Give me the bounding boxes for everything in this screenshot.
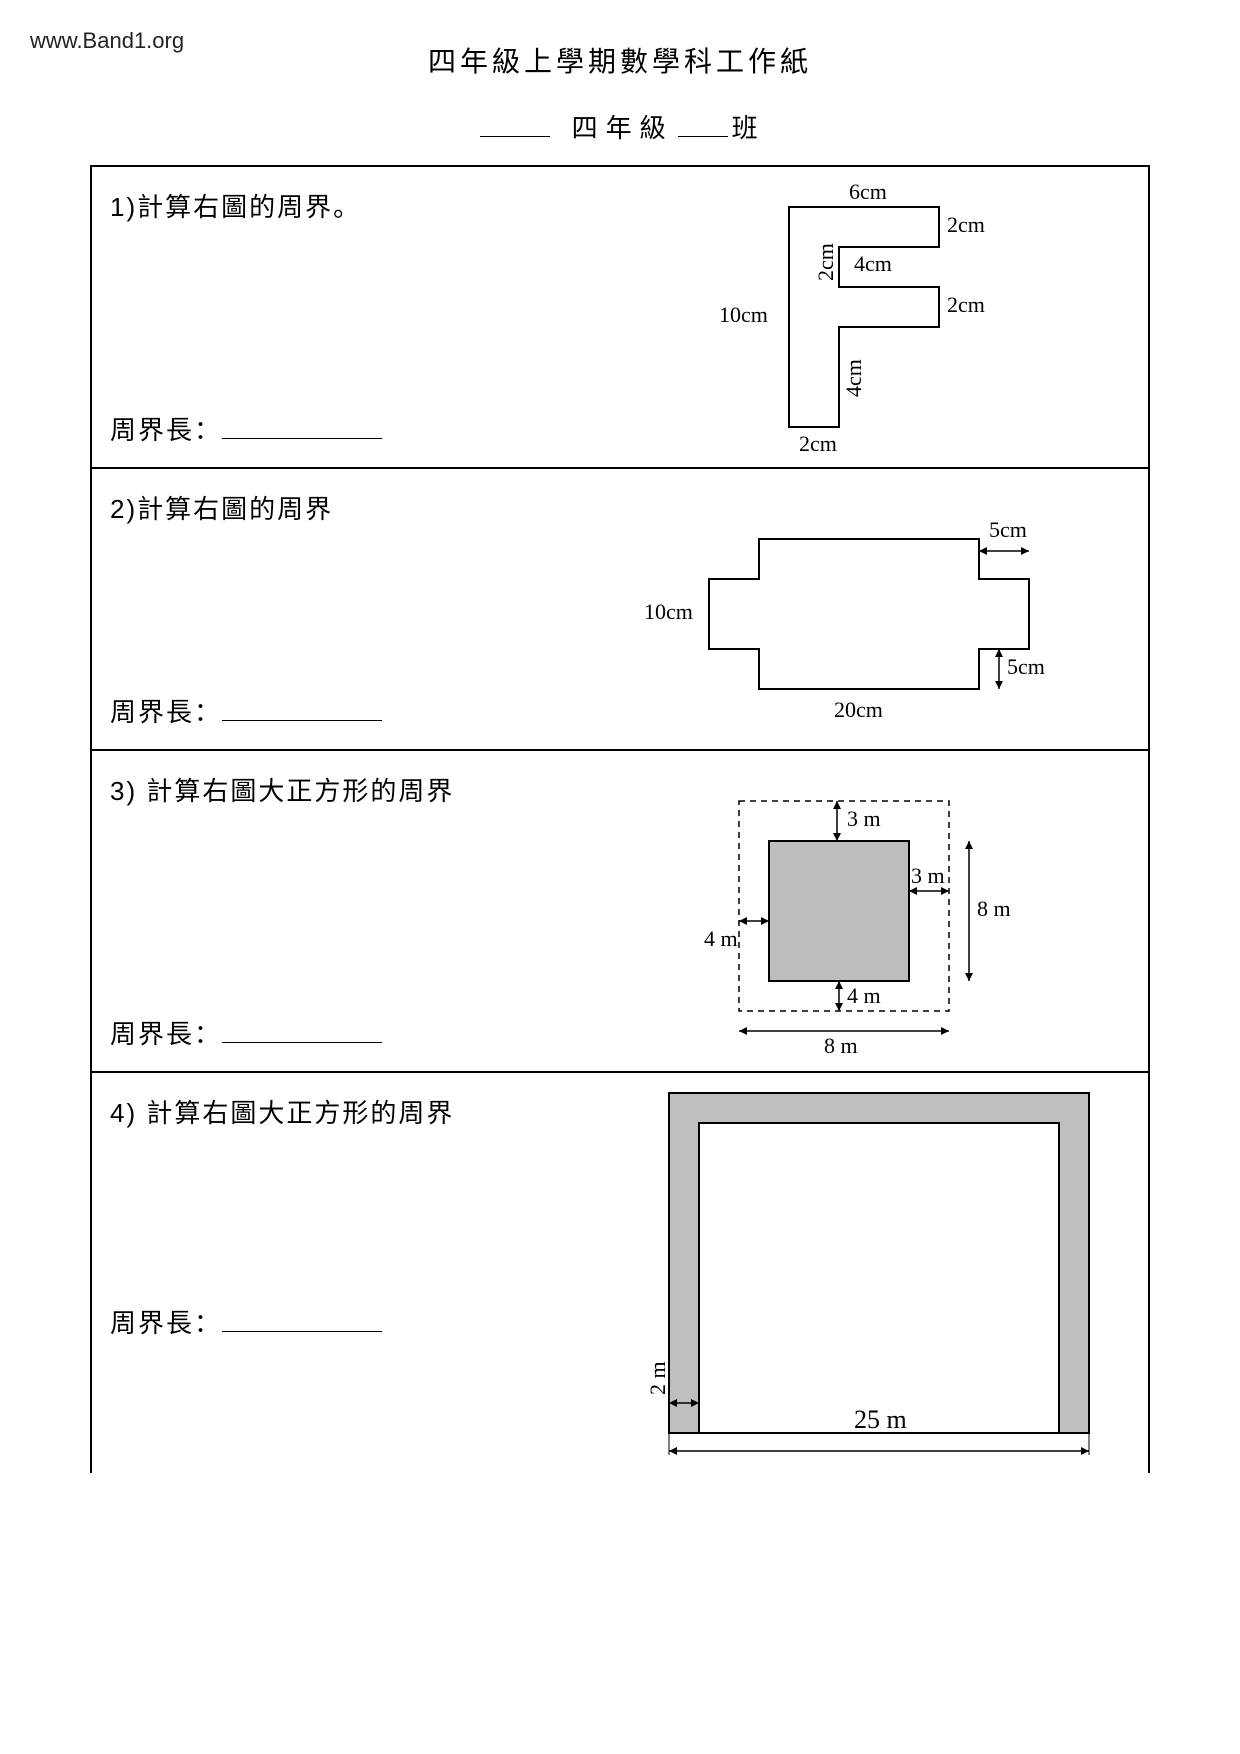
figure-3: 3 m 3 m 8 m 4 m [609,761,1129,1061]
fig2-bottom: 20cm [834,697,883,722]
q3-answer-line: 周界長： [110,1014,581,1051]
fig2-tr: 5cm [989,517,1027,542]
fig4-width: 25 m [854,1405,907,1434]
fig3-outer-right: 8 m [977,896,1011,921]
fig1-bottom: 2cm [799,431,837,456]
fig3-top-gap: 3 m [847,806,881,831]
fig2-br: 5cm [1007,654,1045,679]
grade-label-post: 班 [732,113,766,143]
question-row-3: 3) 計算右圖大正方形的周界 周界長： 3 m [92,751,1148,1073]
fig1-notch-v: 2cm [813,243,838,281]
q2-answer-blank[interactable] [222,694,382,721]
answer-label: 周界長： [110,697,222,727]
q2-answer-line: 周界長： [110,692,581,729]
question-row-1: 1)計算右圖的周界。 周界長： 6cm 2cm 4cm 2cm 10cm 2cm… [92,167,1148,469]
watermark-text: www.Band1.org [30,28,184,54]
fig3-outer-bottom: 8 m [824,1033,858,1058]
fig3-left-gap: 4 m [704,926,738,951]
fig1-right-upper: 2cm [947,212,985,237]
grade-label-pre: 四年級 [572,113,674,143]
answer-label: 周界長： [110,415,222,445]
question-row-4: 4) 計算右圖大正方形的周界 周界長： 2 m [92,1073,1148,1473]
worksheet-table: 1)計算右圖的周界。 周界長： 6cm 2cm 4cm 2cm 10cm 2cm… [90,165,1150,1473]
fig1-right-mid: 2cm [947,292,985,317]
fig1-top: 6cm [849,179,887,204]
name-blank[interactable] [480,108,550,137]
class-blank[interactable] [678,108,728,137]
q1-prompt: 1)計算右圖的周界。 [110,187,581,224]
q3-answer-blank[interactable] [222,1016,382,1043]
figure-2: 5cm 5cm 10cm 20cm [609,479,1129,739]
q1-answer-line: 周界長： [110,410,581,447]
question-row-2: 2)計算右圖的周界 周界長： 5cm [92,469,1148,751]
fig2-left: 10cm [644,599,693,624]
fig1-left: 10cm [719,302,768,327]
q2-prompt: 2)計算右圖的周界 [110,489,581,526]
q1-answer-blank[interactable] [222,412,382,439]
fig1-notch-in: 4cm [854,251,892,276]
figure-1: 6cm 2cm 4cm 2cm 10cm 2cm 2cm 4cm [609,177,1109,457]
answer-label: 周界長： [110,1308,222,1338]
q4-answer-blank[interactable] [222,1305,382,1332]
fig1-stem-v: 4cm [841,359,866,397]
class-line: 四年級 班 [90,108,1150,145]
q3-prompt: 3) 計算右圖大正方形的周界 [110,771,581,808]
fig4-border: 2 m [645,1361,670,1395]
answer-label: 周界長： [110,1019,222,1049]
figure-4: 2 m 25 m [609,1083,1129,1463]
page-title: 四年級上學期數學科工作紙 [90,40,1150,80]
fig3-bottom-gap: 4 m [847,983,881,1008]
q4-answer-line: 周界長： [110,1303,581,1340]
fig3-right-gap: 3 m [911,863,945,888]
q4-prompt: 4) 計算右圖大正方形的周界 [110,1093,581,1130]
